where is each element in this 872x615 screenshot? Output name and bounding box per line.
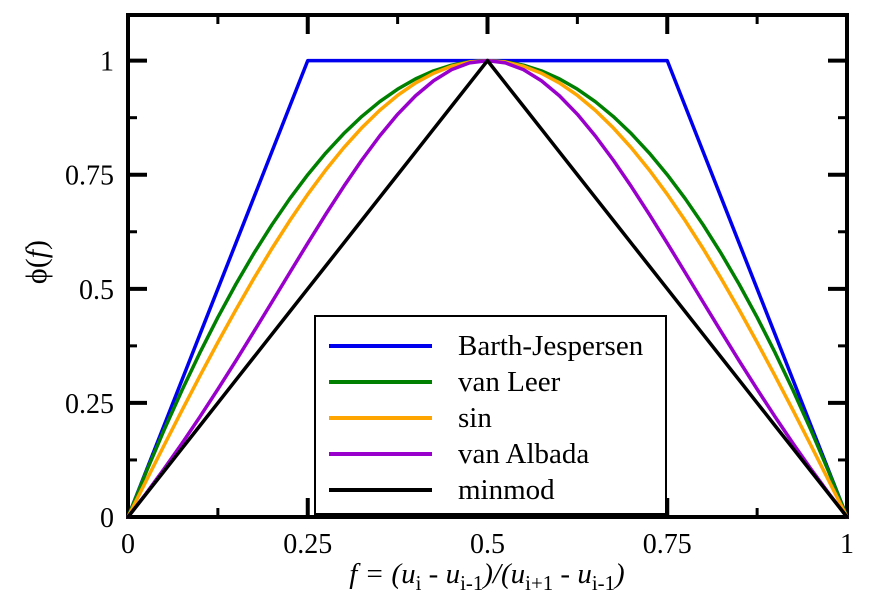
label-part: i-1 (460, 570, 484, 595)
legend-entry-barth-jespersen: Barth-Jespersen (316, 328, 665, 364)
y-tick-label: 1 (100, 47, 114, 78)
label-part: = ( (357, 558, 402, 590)
label-part: u (510, 558, 526, 590)
legend-entry-minmod: minmod (316, 472, 665, 508)
y-tick-label: 0.5 (79, 275, 114, 306)
legend-entry-van-leer: van Leer (316, 364, 665, 400)
legend-line-sample (329, 488, 432, 492)
y-tick-label: 0.25 (65, 389, 114, 420)
label-part: ϕ( (20, 258, 53, 285)
legend-label: Barth-Jespersen (458, 329, 644, 362)
legend-label: minmod (458, 473, 555, 506)
label-part: u (445, 558, 461, 590)
label-part: - (421, 558, 446, 590)
x-tick-label: 1 (840, 529, 854, 560)
label-part: u (577, 558, 592, 590)
y-tick-label: 0 (100, 503, 114, 534)
legend-label: sin (458, 401, 492, 434)
y-tick-label: 0.75 (65, 161, 114, 192)
label-part: f (349, 558, 358, 590)
legend-label: van Albada (458, 437, 590, 470)
x-tick-label: 0.75 (643, 529, 692, 560)
x-tick-label: 0 (121, 529, 135, 560)
legend: Barth-Jespersen van Leer sin van Albada minm… (314, 315, 667, 515)
x-tick-label: 0.25 (283, 529, 332, 560)
label-part: ) (615, 558, 625, 590)
series-line-minmod (126, 58, 849, 519)
legend-line-sample (329, 452, 432, 456)
legend-label: van Leer (458, 365, 561, 398)
label-part: ) (20, 239, 53, 250)
label-part: f (20, 249, 53, 259)
label-part: i-1 (591, 570, 616, 595)
label-part: )/( (483, 558, 511, 590)
legend-line-sample (329, 380, 432, 384)
label-part: u (401, 558, 416, 590)
label-part: - (553, 558, 578, 590)
x-tick-label: 0.5 (470, 529, 505, 560)
legend-entry-sin: sin (316, 400, 665, 436)
y-axis-title: ϕ(f) (20, 240, 54, 284)
legend-line-sample (329, 416, 432, 420)
legend-line-sample (329, 344, 432, 348)
label-part: i (415, 570, 422, 595)
label-part: i+1 (525, 570, 554, 595)
legend-entry-van-albada: van Albada (316, 436, 665, 472)
x-axis-title: f = (ui - ui-1)/(ui+1 - ui-1) (349, 558, 625, 593)
